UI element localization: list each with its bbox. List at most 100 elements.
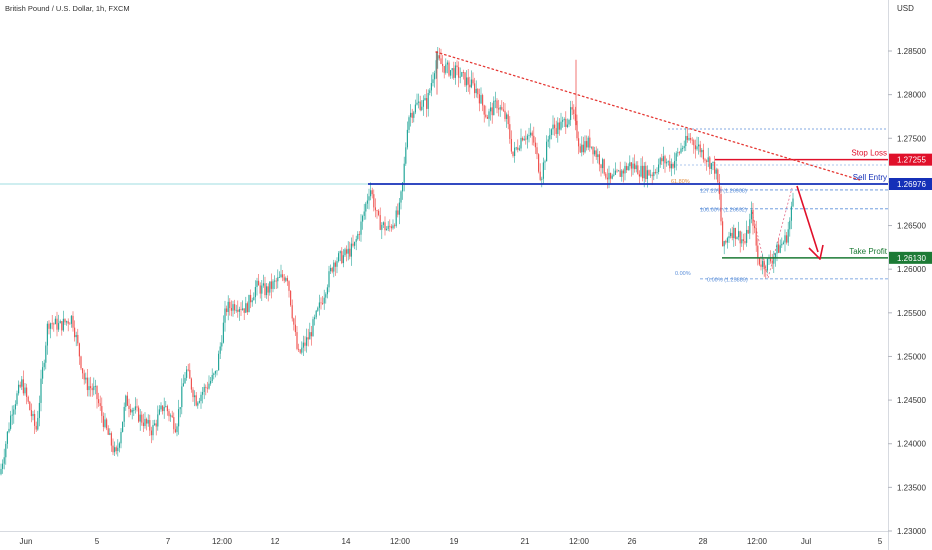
trade-overlays: Stop Loss Sell Entry Take Profit 1.27255 1.2… bbox=[0, 51, 932, 264]
candle-body bbox=[365, 203, 367, 212]
candle-body bbox=[139, 414, 141, 422]
candle-body bbox=[74, 327, 76, 338]
candle-body bbox=[349, 248, 351, 257]
candle-body bbox=[574, 114, 576, 121]
candle-body bbox=[792, 198, 794, 207]
candle-body bbox=[173, 417, 175, 430]
candle-body bbox=[523, 138, 525, 141]
candle-body bbox=[266, 286, 268, 296]
candle-body bbox=[98, 399, 100, 404]
candle-body bbox=[234, 304, 236, 311]
candle-body bbox=[227, 301, 229, 312]
candle-body bbox=[176, 426, 178, 433]
candle-body bbox=[499, 107, 501, 110]
candle-body bbox=[690, 137, 692, 140]
candle-body bbox=[573, 109, 575, 115]
candle-body bbox=[600, 164, 602, 169]
candle-body bbox=[570, 107, 572, 120]
candle-body bbox=[45, 345, 47, 363]
candle-body bbox=[198, 401, 200, 403]
candle-body bbox=[270, 281, 272, 289]
currency-label: USD bbox=[897, 4, 914, 13]
candle-body bbox=[653, 171, 655, 177]
candle-body bbox=[747, 229, 749, 234]
x-tick-label: 12 bbox=[271, 537, 280, 546]
candle-body bbox=[256, 280, 258, 288]
candle-body bbox=[390, 226, 392, 229]
candle-body bbox=[85, 377, 87, 380]
candle-body bbox=[86, 377, 88, 391]
candle-body bbox=[704, 159, 706, 161]
candle-body bbox=[502, 109, 504, 111]
candle-body bbox=[722, 221, 724, 247]
candle-body bbox=[32, 413, 34, 417]
candle-body bbox=[709, 157, 711, 169]
candle-body bbox=[616, 170, 618, 172]
candle-body bbox=[544, 161, 546, 163]
candle-body bbox=[618, 170, 620, 172]
candle-body bbox=[749, 219, 751, 234]
candle-body bbox=[160, 405, 162, 410]
candle-body bbox=[309, 332, 311, 340]
fib-level-label: 127.20% (1.26908) bbox=[700, 188, 747, 194]
candle-body bbox=[346, 249, 348, 254]
candle-body bbox=[24, 387, 26, 394]
candle-body bbox=[50, 323, 52, 329]
x-tick-label: 14 bbox=[342, 537, 351, 546]
candle-body bbox=[181, 386, 183, 408]
candle-body bbox=[214, 371, 216, 374]
candle-body bbox=[696, 146, 698, 150]
candle-body bbox=[170, 415, 172, 417]
candle-body bbox=[72, 315, 74, 328]
candle-body bbox=[491, 107, 493, 116]
candle-body bbox=[707, 157, 709, 162]
stop-loss-price-tag-bg bbox=[889, 153, 932, 166]
candle-body bbox=[738, 231, 740, 238]
candle-body bbox=[558, 122, 560, 130]
candle-body bbox=[387, 225, 389, 229]
candle-body bbox=[638, 174, 640, 177]
candle-body bbox=[115, 447, 117, 452]
candle-body bbox=[206, 387, 208, 389]
candle-body bbox=[632, 163, 634, 169]
candle-body bbox=[678, 152, 680, 154]
candle-body bbox=[363, 211, 365, 216]
candle-body bbox=[418, 101, 420, 103]
candle-body bbox=[232, 304, 234, 311]
candle-body bbox=[230, 307, 232, 311]
candle-body bbox=[645, 165, 647, 180]
candle-body bbox=[298, 348, 300, 350]
candle-body bbox=[771, 261, 773, 264]
candle-body bbox=[603, 159, 605, 174]
x-tick-label: Jul bbox=[801, 537, 811, 546]
candle-body bbox=[123, 406, 125, 422]
take-profit-price-tag: 1.26130 bbox=[897, 254, 926, 263]
candle-body bbox=[627, 166, 629, 171]
candle-body bbox=[376, 210, 378, 212]
candle-body bbox=[675, 153, 677, 162]
candle-body bbox=[688, 137, 690, 140]
candle-body bbox=[462, 72, 464, 73]
candle-body bbox=[562, 120, 564, 122]
candle-body bbox=[26, 387, 28, 397]
candle-body bbox=[216, 370, 218, 372]
candle-body bbox=[38, 402, 40, 418]
candle-body bbox=[546, 141, 548, 162]
candle-body bbox=[368, 196, 370, 201]
candle-body bbox=[333, 262, 335, 272]
candle-body bbox=[550, 129, 552, 135]
candle-body bbox=[448, 62, 450, 76]
candle-body bbox=[598, 154, 600, 165]
candle-body bbox=[419, 101, 421, 110]
candle-body bbox=[394, 225, 396, 227]
candle-body bbox=[533, 135, 535, 143]
symbol-title: British Pound / U.S. Dollar, 1h, FXCM bbox=[5, 4, 130, 13]
fib-diagonal bbox=[767, 187, 793, 279]
candle-body bbox=[424, 98, 426, 101]
candle-body bbox=[237, 309, 239, 312]
candle-body bbox=[677, 152, 679, 154]
candle-body bbox=[739, 231, 741, 244]
candle-body bbox=[658, 164, 660, 173]
y-tick-label: 1.24500 bbox=[897, 396, 926, 405]
